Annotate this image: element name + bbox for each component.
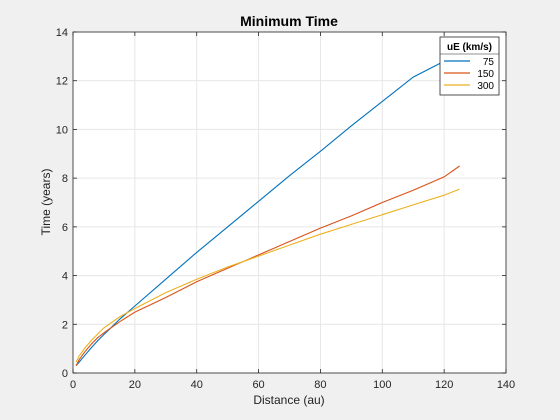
y-tick-label: 8	[62, 173, 68, 185]
plot-area: 0 20 40 60 80 100 120 140 0 2 4 6 8 10 12 14	[56, 27, 515, 391]
y-tick-label: 2	[62, 319, 68, 331]
series-line-300	[75, 188, 460, 363]
legend-label-300[interactable]: 300	[477, 81, 494, 92]
x-tick-label: 120	[435, 379, 453, 391]
y-tick-label: 10	[56, 124, 68, 136]
x-tick-label: 100	[373, 379, 391, 391]
x-tick-label: 0	[70, 379, 76, 391]
series-line-150	[75, 165, 460, 366]
legend-label-150[interactable]: 150	[477, 69, 494, 80]
plot-background	[73, 32, 506, 373]
x-tick-label: 20	[129, 379, 141, 391]
y-tick-label: 12	[56, 76, 68, 88]
series-line-75	[75, 58, 451, 367]
chart-title: Minimum Time	[240, 13, 338, 29]
x-tick-label: 40	[191, 379, 203, 391]
x-tick-label: 140	[497, 379, 515, 391]
legend-label-75[interactable]: 75	[483, 57, 495, 68]
y-tick-label: 4	[62, 271, 68, 283]
y-tick-label: 0	[62, 368, 68, 380]
x-tick-label: 60	[252, 379, 264, 391]
y-tick-label: 14	[56, 27, 68, 39]
axes-box	[72, 31, 507, 374]
y-axis-label: Time (years)	[39, 169, 53, 236]
legend-title: uE (km/s)	[447, 42, 492, 53]
x-tick-label: 80	[314, 379, 326, 391]
y-tick-label: 6	[62, 222, 68, 234]
x-axis-label: Distance (au)	[253, 393, 324, 407]
